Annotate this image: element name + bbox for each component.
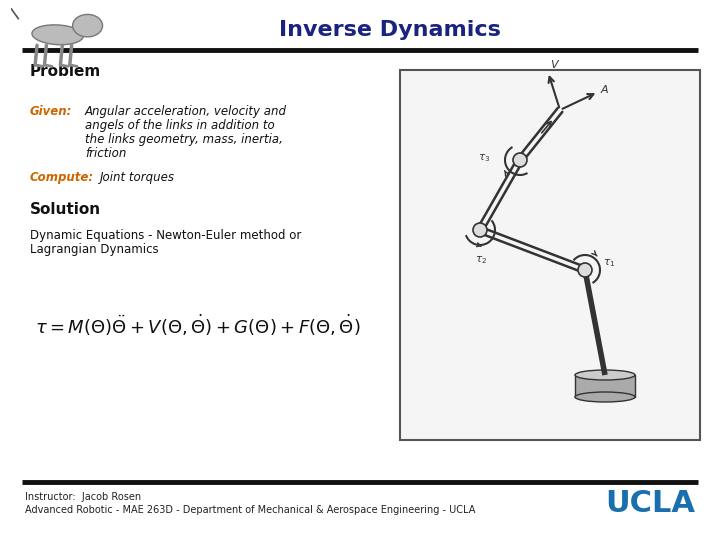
Circle shape — [473, 223, 487, 237]
Circle shape — [73, 15, 102, 37]
Text: Lagrangian Dynamics: Lagrangian Dynamics — [30, 244, 158, 256]
Ellipse shape — [575, 392, 635, 402]
Circle shape — [578, 263, 592, 277]
Text: the links geometry, mass, inertia,: the links geometry, mass, inertia, — [85, 133, 283, 146]
Text: Compute:: Compute: — [30, 172, 94, 185]
Text: angels of the links in addition to: angels of the links in addition to — [85, 119, 275, 132]
Text: Instructor:  Jacob Rosen: Instructor: Jacob Rosen — [25, 492, 141, 502]
Text: Dynamic Equations - Newton-Euler method or: Dynamic Equations - Newton-Euler method … — [30, 228, 302, 241]
Text: UCLA: UCLA — [605, 489, 695, 518]
Text: Given:: Given: — [30, 105, 73, 118]
Text: friction: friction — [85, 147, 127, 160]
Text: Joint torques: Joint torques — [100, 172, 175, 185]
Bar — [575, 375, 635, 397]
Ellipse shape — [32, 25, 84, 45]
Text: $\tau_1$: $\tau_1$ — [603, 257, 615, 269]
Text: $A$: $A$ — [600, 83, 609, 95]
Text: $\tau_2$: $\tau_2$ — [475, 254, 487, 266]
Text: Inverse Dynamics: Inverse Dynamics — [279, 20, 501, 40]
Text: Advanced Robotic - MAE 263D - Department of Mechanical & Aerospace Engineering -: Advanced Robotic - MAE 263D - Department… — [25, 505, 475, 515]
Text: $\tau = M(\Theta)\ddot{\Theta}+V(\Theta,\dot{\Theta})+G(\Theta)+F(\Theta,\dot{\T: $\tau = M(\Theta)\ddot{\Theta}+V(\Theta,… — [35, 312, 361, 338]
Ellipse shape — [575, 370, 635, 380]
Bar — [400, 70, 700, 440]
Text: $\tau_3$: $\tau_3$ — [478, 152, 490, 164]
Circle shape — [513, 153, 527, 167]
Text: $V$: $V$ — [550, 58, 560, 70]
Text: Angular acceleration, velocity and: Angular acceleration, velocity and — [85, 105, 287, 118]
Text: Solution: Solution — [30, 202, 101, 218]
Text: Problem: Problem — [30, 64, 102, 78]
